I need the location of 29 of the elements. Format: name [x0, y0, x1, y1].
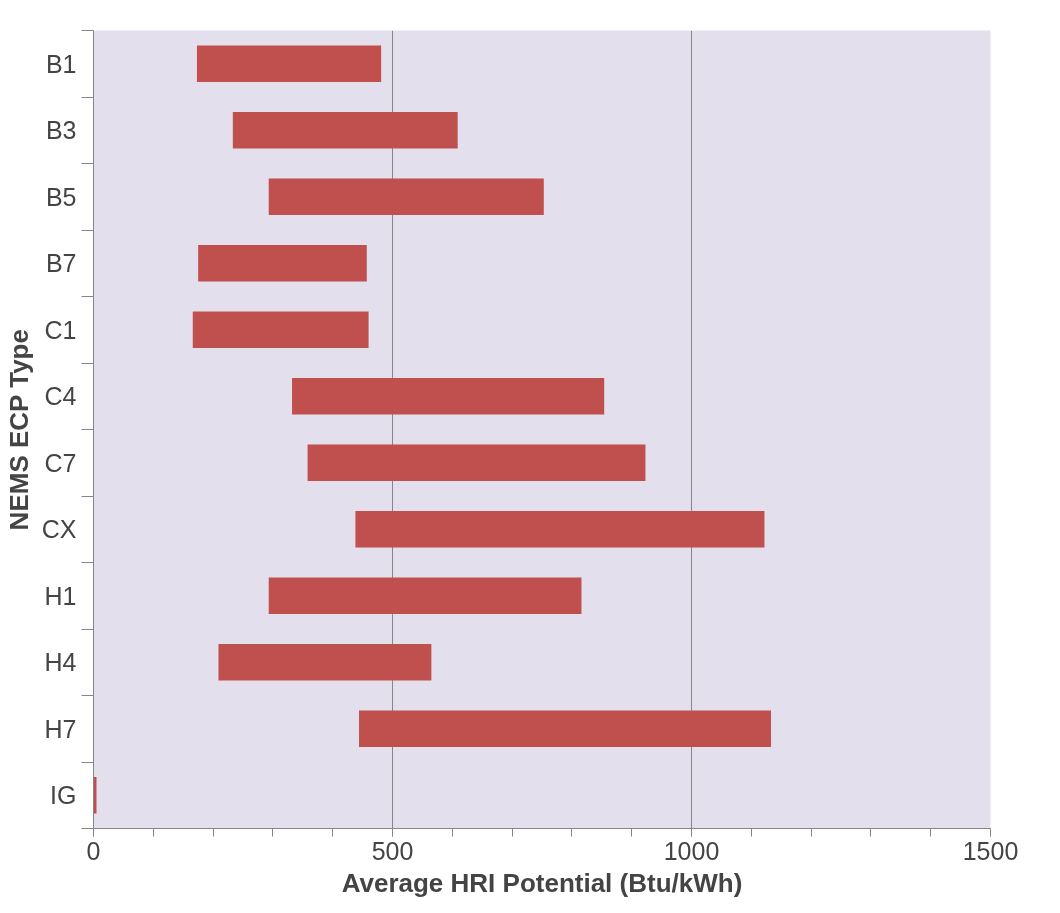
bar — [268, 178, 544, 216]
x-tick-label: 1000 — [663, 836, 720, 865]
y-tick-label: B3 — [45, 116, 77, 145]
bar — [268, 577, 582, 615]
x-tick-label: 500 — [371, 836, 414, 865]
bar — [218, 643, 432, 681]
bar — [355, 510, 765, 548]
y-tick-label: B5 — [45, 182, 77, 211]
bar — [292, 377, 605, 415]
x-tick-label: 0 — [86, 836, 101, 865]
y-axis-title: NEMS ECP Type — [3, 329, 34, 531]
y-tick-label: H4 — [44, 648, 77, 677]
bar — [198, 244, 367, 282]
y-tick-label: B1 — [45, 49, 77, 78]
y-tick-label: H1 — [44, 581, 77, 610]
y-tick-label: C4 — [44, 382, 77, 411]
y-tick-label: H7 — [44, 714, 77, 743]
x-tick-label: 1500 — [962, 836, 1019, 865]
y-tick-label: CX — [41, 515, 77, 544]
bar — [232, 111, 458, 149]
y-tick-label: IG — [50, 781, 77, 810]
bar — [192, 311, 369, 349]
y-tick-label: C1 — [44, 315, 77, 344]
y-tick-label: B7 — [45, 249, 77, 278]
y-tick-label: C7 — [44, 448, 77, 477]
bar — [359, 710, 772, 748]
x-axis-title: Average HRI Potential (Btu/kWh) — [341, 867, 743, 898]
bar — [196, 45, 382, 83]
bar — [307, 444, 646, 482]
